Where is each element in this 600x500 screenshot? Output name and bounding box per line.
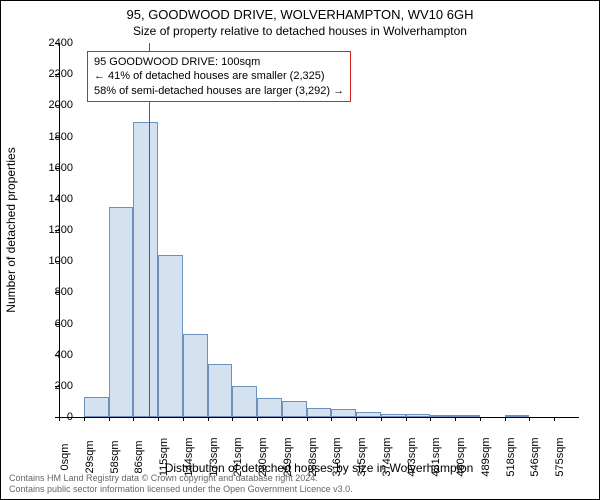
x-tick [381,417,382,421]
x-tick [208,417,209,421]
x-tick [430,417,431,421]
y-axis-label: Number of detached properties [4,147,18,312]
histogram-bar [158,255,183,417]
footer-line-1: Contains HM Land Registry data © Crown c… [9,473,353,484]
info-line-2: ← 41% of detached houses are smaller (2,… [94,69,344,83]
x-tick [84,417,85,421]
histogram-bar [183,334,208,417]
x-tick [455,417,456,421]
histogram-bar [282,401,307,417]
info-box: 95 GOODWOOD DRIVE: 100sqm ← 41% of detac… [87,51,351,102]
chart-container: 95, GOODWOOD DRIVE, WOLVERHAMPTON, WV10 … [0,0,600,500]
x-tick [529,417,530,421]
histogram-bar [109,207,134,417]
histogram-bar [133,122,158,417]
x-tick [307,417,308,421]
x-tick [331,417,332,421]
x-tick [406,417,407,421]
histogram-bar [208,364,233,417]
x-tick [480,417,481,421]
x-tick [109,417,110,421]
x-tick [158,417,159,421]
x-tick [133,417,134,421]
chart-title-sub: Size of property relative to detached ho… [1,24,599,38]
histogram-bar [84,397,109,417]
x-tick [356,417,357,421]
footer: Contains HM Land Registry data © Crown c… [9,473,353,495]
chart-title-main: 95, GOODWOOD DRIVE, WOLVERHAMPTON, WV10 … [1,7,599,22]
x-tick [554,417,555,421]
x-tick [282,417,283,421]
histogram-bar [307,408,332,417]
histogram-bar [257,398,282,417]
x-tick [59,417,60,421]
x-tick [505,417,506,421]
histogram-bar [331,409,356,417]
info-line-1: 95 GOODWOOD DRIVE: 100sqm [94,55,344,69]
info-line-3: 58% of semi-detached houses are larger (… [94,84,344,98]
x-tick [183,417,184,421]
x-axis-line [59,417,579,418]
histogram-bar [232,386,257,417]
footer-line-2: Contains public sector information licen… [9,484,353,495]
x-tick [257,417,258,421]
x-tick [232,417,233,421]
